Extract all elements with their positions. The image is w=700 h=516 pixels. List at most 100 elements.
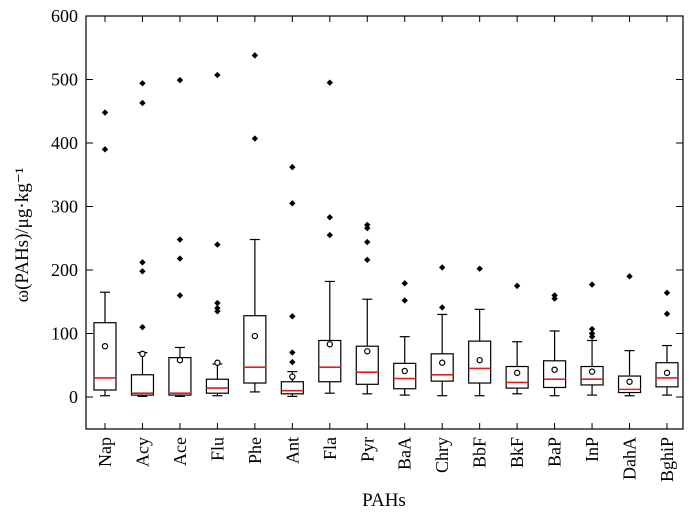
outlier-point <box>176 76 184 84</box>
outlier-point <box>139 259 146 266</box>
x-tick-label-pyr: Pyr <box>357 437 377 462</box>
outlier-point <box>439 264 446 271</box>
boxes-layer <box>93 52 679 397</box>
outlier-point <box>364 238 371 246</box>
box-flu <box>205 71 229 397</box>
outlier-point <box>326 79 333 86</box>
mean-marker <box>139 350 146 358</box>
outlier-point <box>588 330 596 337</box>
mean-marker <box>626 378 633 385</box>
outlier-point <box>289 358 296 366</box>
x-tick-label-acy: Acy <box>132 437 152 467</box>
outlier-point <box>476 265 483 272</box>
iqr-box <box>318 339 342 383</box>
box-ant <box>280 163 304 397</box>
outlier-point <box>214 71 221 79</box>
outlier-point <box>663 310 671 318</box>
iqr-box <box>393 362 417 390</box>
outlier-point <box>326 231 333 239</box>
outlier-point <box>176 255 184 262</box>
outlier-point <box>139 99 146 107</box>
outlier-point <box>101 146 109 153</box>
mean-marker <box>476 356 483 364</box>
y-tick-label: 600 <box>51 6 78 26</box>
x-tick-label-chry: Chry <box>432 437 452 473</box>
iqr-box <box>355 345 379 385</box>
outlier-point <box>214 241 221 248</box>
outlier-point <box>139 268 146 275</box>
iqr-box <box>280 381 304 395</box>
outlier-point <box>439 304 446 311</box>
box-nap <box>93 109 117 397</box>
box-phe <box>243 52 267 393</box>
x-tick-label-flu: Flu <box>207 437 227 461</box>
y-tick-label: 300 <box>51 197 78 217</box>
mean-marker <box>551 366 558 373</box>
mean-marker <box>326 341 333 348</box>
x-tick-label-bkf: BkF <box>507 437 527 468</box>
iqr-box <box>130 374 155 396</box>
plot-frame <box>85 15 684 430</box>
x-tick-label-phe: Phe <box>245 437 265 464</box>
outlier-point <box>176 292 184 299</box>
outlier-point <box>551 292 558 299</box>
outlier-point <box>513 282 521 290</box>
outlier-point <box>289 313 296 320</box>
outlier-point <box>626 273 633 280</box>
mean-marker <box>364 348 371 355</box>
x-tick-label-ace: Ace <box>170 437 190 466</box>
box-bbf <box>468 265 492 397</box>
x-tick-label-nap: Nap <box>95 437 115 467</box>
y-tick-label: 100 <box>51 324 78 344</box>
y-tick-label: 0 <box>69 387 78 407</box>
box-bkf <box>505 282 529 395</box>
outlier-point <box>326 214 333 221</box>
x-tick-label-ant: Ant <box>282 437 302 464</box>
x-tick-label-baa: BaA <box>395 437 415 470</box>
outlier-point <box>251 135 259 142</box>
outlier-point <box>663 289 671 297</box>
outlier-point <box>588 281 596 288</box>
y-tick-label: 500 <box>51 70 78 90</box>
y-tick-label: 400 <box>51 133 78 153</box>
mean-marker <box>588 368 596 375</box>
y-tick-label: 200 <box>51 260 78 280</box>
outlier-point <box>588 325 596 333</box>
outlier-point <box>289 349 296 356</box>
box-bghip <box>655 289 679 396</box>
y-axis-label: ω(PAHs)/μg·kg⁻¹ <box>12 167 33 302</box>
box-daha <box>617 273 642 397</box>
iqr-box <box>93 322 117 391</box>
outlier-point <box>401 280 408 287</box>
mean-marker <box>176 356 184 364</box>
iqr-box <box>205 378 229 394</box>
outlier-point <box>139 323 146 331</box>
box-acy <box>130 80 155 397</box>
box-inp <box>580 281 604 396</box>
x-tick-label-inp: InP <box>582 437 602 462</box>
y-axis: 0 100 200 300 400 500 600 <box>51 6 683 407</box>
x-tick-label-bghip: BghiP <box>657 437 677 482</box>
outlier-point <box>289 200 296 207</box>
x-axis-label: PAHs <box>362 490 406 511</box>
outlier-point <box>251 52 259 59</box>
iqr-box <box>542 360 567 389</box>
outlier-point <box>364 256 371 264</box>
mean-marker <box>401 367 408 375</box>
outlier-point <box>101 109 109 116</box>
x-tick-label-bbf: BbF <box>470 437 490 468</box>
mean-marker <box>251 332 259 340</box>
outlier-point <box>364 221 371 229</box>
x-axis: Nap Acy Ace Flu Phe Ant Fla Pyr BaA Chry BbF BkF BaP… <box>95 16 677 482</box>
box-bap <box>542 292 567 397</box>
outlier-point <box>176 236 184 243</box>
iqr-box <box>580 365 604 386</box>
outlier-point <box>214 304 221 312</box>
mean-marker <box>663 369 671 377</box>
outlier-point <box>289 163 296 171</box>
x-tick-label-bap: BaP <box>545 437 565 467</box>
iqr-box <box>243 315 267 384</box>
box-pyr <box>355 221 379 395</box>
outlier-point <box>139 80 146 87</box>
